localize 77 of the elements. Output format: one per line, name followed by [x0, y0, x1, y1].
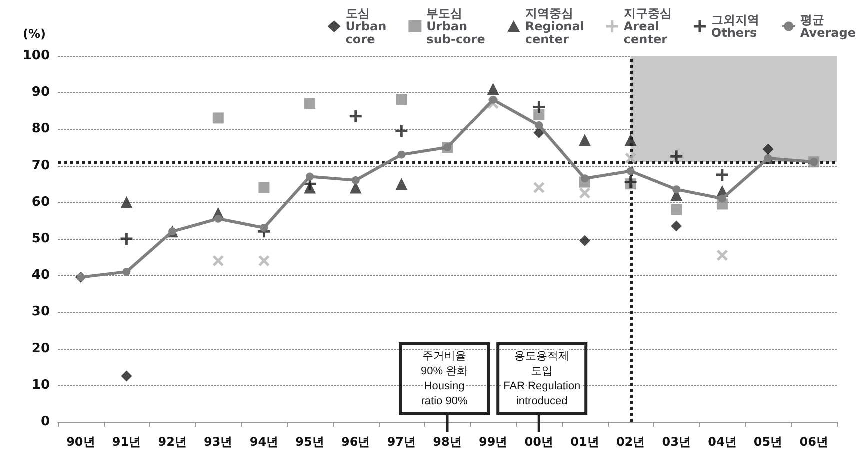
legend-label: 그외지역 Others — [711, 13, 760, 40]
legend-label: 평균 Average — [800, 13, 856, 40]
x-tick-label: 95년 — [296, 435, 324, 449]
point — [489, 96, 498, 104]
y-tick-label: 70 — [32, 158, 50, 174]
point — [762, 144, 774, 155]
x-tick-label: 94년 — [250, 435, 279, 449]
x-tick-label: 91년 — [112, 435, 142, 449]
legend-label: 도심 Urban core — [346, 6, 387, 46]
x-tick-label: 00년 — [524, 435, 554, 449]
point — [352, 176, 360, 184]
legend-label: 부도심 Urban sub-core — [426, 6, 486, 46]
y-tick-label: 100 — [22, 48, 50, 64]
x-tick-label: 04년 — [708, 435, 737, 449]
point — [258, 182, 270, 194]
y-tick-label: 30 — [32, 304, 50, 320]
x-tick-label: 03년 — [662, 435, 691, 449]
point — [487, 82, 500, 95]
annotation: 주거비율 90% 완화 Housing ratio 90% — [420, 350, 468, 408]
x-tick-label: 97년 — [387, 435, 416, 449]
x-tick-label: 92년 — [158, 435, 187, 449]
point — [716, 250, 728, 261]
point — [578, 134, 591, 146]
x-tick-label: 01년 — [570, 435, 600, 449]
point — [672, 186, 681, 194]
point — [534, 182, 545, 194]
point — [258, 255, 270, 266]
point — [304, 98, 316, 110]
point — [396, 94, 408, 106]
legend-label: 지역중심 Regional center — [525, 6, 584, 46]
point — [580, 174, 589, 183]
point — [396, 125, 408, 138]
x-tick-label: 96년 — [342, 435, 370, 449]
point — [396, 178, 408, 190]
point — [716, 168, 728, 181]
point — [626, 167, 635, 176]
y-tick-label: 40 — [32, 268, 50, 284]
point — [120, 233, 133, 245]
point — [260, 224, 268, 232]
y-tick-label: 50 — [32, 232, 50, 246]
point — [579, 188, 590, 199]
x-tick-label: 99년 — [478, 435, 508, 449]
legend-label: 지구중심 Areal center — [624, 6, 672, 46]
point — [122, 268, 131, 276]
point — [535, 122, 544, 130]
x-tick-label: 06년 — [800, 435, 828, 449]
x-tick-label: 98년 — [433, 435, 462, 449]
y-tick-label: 80 — [32, 122, 50, 137]
point — [670, 150, 683, 163]
x-tick-label: 02년 — [616, 435, 646, 449]
y-axis-title: (%) — [23, 27, 46, 41]
point — [534, 109, 545, 120]
y-tick-label: 60 — [32, 194, 50, 210]
y-tick-label: 0 — [40, 414, 50, 430]
x-tick-label: 90년 — [66, 435, 96, 449]
point — [624, 134, 637, 146]
point — [120, 196, 133, 208]
point — [718, 194, 726, 203]
point — [306, 172, 314, 181]
point — [579, 235, 590, 246]
point — [624, 176, 637, 188]
point — [121, 370, 132, 382]
y-tick-label: 20 — [32, 341, 50, 356]
x-tick-label: 05년 — [754, 435, 783, 449]
point — [671, 204, 682, 216]
point — [398, 150, 406, 159]
point — [212, 112, 224, 124]
y-tick-label: 10 — [32, 378, 50, 393]
y-tick-label: 90 — [32, 85, 50, 100]
point — [533, 101, 546, 114]
point — [214, 214, 222, 223]
point — [671, 220, 682, 232]
x-tick-label: 93년 — [204, 435, 233, 449]
point — [212, 255, 224, 266]
point — [350, 110, 362, 122]
point — [625, 152, 636, 164]
annotation: 용도용적제 도입 FAR Regulation introduced — [504, 350, 581, 408]
